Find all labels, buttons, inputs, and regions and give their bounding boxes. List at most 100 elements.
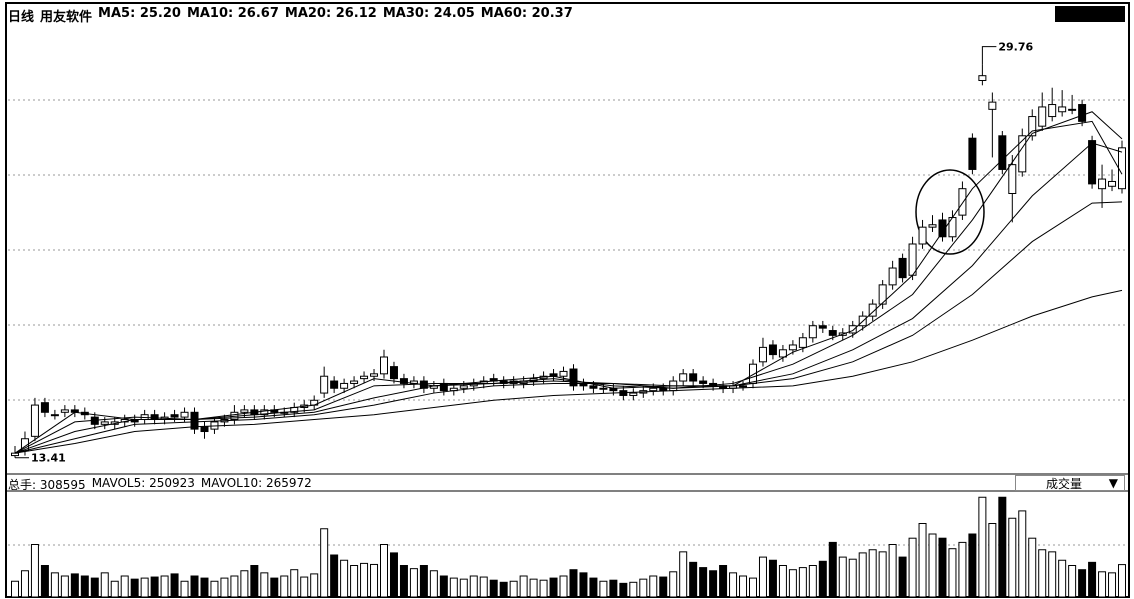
volume-bar [380,544,388,598]
candle-body [1028,116,1037,137]
ma-item: MA60: 20.37 [480,6,573,21]
volume-bar [459,578,468,598]
volume-bar [758,556,767,598]
volume-bar [619,582,628,598]
volume-bar [30,544,39,598]
candle-body [260,409,269,416]
indicator-value: 265972 [265,476,312,490]
volume-bar [798,567,807,598]
volume-bar [1088,561,1097,598]
volume-bar [509,580,518,598]
volume-bar [539,579,548,598]
indicator-selector[interactable]: 成交量 ▼ [1015,475,1125,491]
volume-bar [858,552,867,598]
candle-body [699,380,708,384]
indicator-name: MA10 [186,6,229,21]
candle-body [629,392,638,396]
volume-bar [240,570,249,598]
candle-body [739,385,748,388]
candle-body [11,452,19,457]
volume-bar [848,558,857,598]
candle-body [190,411,199,430]
candle-body [389,366,398,380]
volume-bar [519,575,528,598]
volume-bar [778,565,787,598]
candle-body [689,373,698,382]
indicator-name: MA5 [98,6,131,21]
volume-bar [709,570,718,598]
volume-bar [210,580,219,598]
candle-body [998,135,1007,170]
candle-body [918,226,927,245]
indicator-value: 26.67 [237,6,279,21]
candle-body [1088,140,1097,185]
indicator-value: 26.12 [335,6,377,21]
candle-body [679,373,688,382]
volume-bar [409,568,418,598]
candle-body [40,402,49,413]
candle-body [798,337,807,348]
ma-values: MA5: 25.20 MA10: 26.67 MA20: 26.12 MA30: 24… [98,6,573,25]
candle-body [958,188,967,216]
volume-bar [140,577,149,598]
grid [8,99,1127,546]
candle-body [808,325,817,339]
volume-bar [80,575,89,598]
candle-body [1008,164,1017,194]
ma-item: MA10: 26.67 [186,6,279,21]
candle-body [340,382,349,389]
volume-bar [1028,537,1037,598]
volume-bar [659,576,668,598]
candle-body [350,380,359,384]
volume-bar [549,577,558,598]
indicator-name: MA30 [382,6,424,21]
candle-body [938,219,947,238]
candle-body [360,375,369,380]
volume-bar [1038,549,1047,598]
volume-bar [1118,564,1126,598]
volume-bar [938,537,947,598]
indicator-name: MAVOL10 [200,476,259,490]
candle-body [1038,106,1047,127]
volume-bar [11,580,19,598]
candle-body [928,224,937,228]
volume-bar [749,577,757,598]
candle-body [240,409,249,413]
candle-body [150,414,159,421]
volume-bar [479,576,488,598]
indicator-name: MAVOL5 [91,476,142,490]
volume-bar [250,565,259,598]
volume-bar [868,549,877,598]
ma-line [14,111,1123,454]
indicator-value: 25.20 [139,6,181,21]
ma-item: MA5: 25.20 [98,6,181,21]
candle-body [380,356,388,375]
indicator-name: MA60 [480,6,522,21]
volume-bar [579,572,588,598]
candle-body [569,368,578,387]
volume-bar [948,548,957,598]
candle-body [788,344,797,351]
volume-bar [360,562,369,598]
volume-bar [130,578,139,598]
plot-area: 29.76 13.41 [11,41,1126,598]
volume-bar [998,496,1007,598]
volume-bar [300,576,309,598]
volume-bar [928,533,937,598]
volume-bar [818,560,827,598]
volume-bar [679,551,688,598]
volume-bar [1058,559,1067,598]
indicator-name: MA20 [284,6,326,21]
candle-body [988,101,997,110]
volume-bar [968,533,977,598]
mavol-item: MAVOL5: 250923 [91,476,195,490]
volume-bar [389,552,398,598]
volume-bar [1018,510,1027,598]
volume-bar [50,572,59,598]
candle-body [1098,178,1107,190]
volume-bar [589,577,598,598]
volume-bar [330,554,339,598]
candle-body [330,380,339,389]
